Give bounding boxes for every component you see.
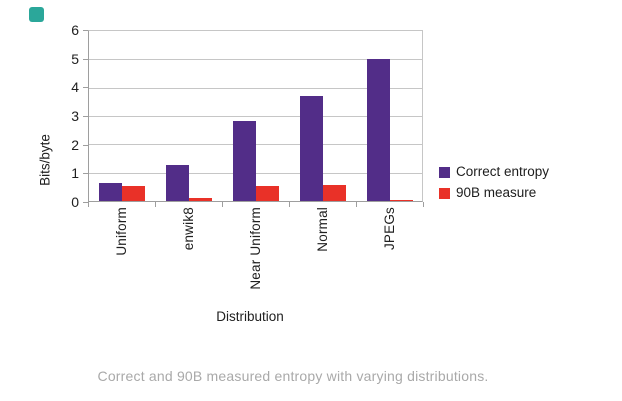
legend-label: Correct entropy (456, 164, 550, 179)
x-axis-category-label: enwik8 (180, 207, 196, 251)
legend-item: 90B measure (439, 185, 549, 201)
x-axis-tick (222, 202, 223, 207)
x-axis-tick (356, 202, 357, 207)
y-axis-tick (83, 30, 88, 31)
y-axis-tick (83, 116, 88, 117)
bar-correct-entropy (166, 165, 189, 201)
bar-correct-entropy (233, 121, 256, 201)
bar-90b-measure (189, 198, 212, 201)
gridline (89, 87, 422, 89)
y-axis-tick-label: 1 (71, 165, 79, 182)
y-axis-tick (83, 58, 88, 60)
figure-caption: Correct and 90B measured entropy with va… (97, 368, 489, 384)
y-axis-tick-label: 4 (71, 79, 79, 96)
x-axis-tick (155, 202, 156, 207)
teal-square-marker (29, 7, 44, 22)
x-axis-title: Distribution (216, 309, 284, 324)
x-axis-tick (423, 202, 424, 207)
x-axis-tick (289, 202, 290, 207)
y-axis-tick (83, 87, 88, 89)
x-axis-tick (88, 202, 89, 207)
plot-area (88, 30, 423, 202)
legend: Correct entropy 90B measure (439, 164, 549, 206)
x-axis-category-label: Near Uniform (247, 207, 263, 290)
x-axis-category-label: Normal (314, 207, 330, 252)
bar-90b-measure (256, 185, 279, 201)
bar-90b-measure (122, 186, 145, 201)
y-axis-tick-label: 0 (71, 194, 79, 210)
legend-swatch (439, 166, 450, 178)
legend-label: 90B measure (456, 185, 537, 200)
bar-90b-measure (390, 199, 413, 201)
bar-correct-entropy (367, 59, 390, 201)
legend-item: Correct entropy (439, 164, 549, 180)
y-axis-tick-label: 6 (71, 22, 79, 38)
legend-swatch (439, 187, 450, 199)
y-axis-tick-label: 5 (71, 50, 79, 67)
bar-correct-entropy (99, 182, 122, 201)
x-axis-category-label: Uniform (113, 207, 129, 256)
y-axis-tick (83, 173, 88, 175)
bar-correct-entropy (300, 96, 323, 201)
y-axis-tick (83, 202, 88, 203)
gridline (89, 116, 422, 117)
gridline (89, 59, 422, 61)
y-axis-tick-label: 2 (71, 136, 79, 153)
y-axis-tick (83, 144, 88, 146)
x-axis-category-label: JPEGs (381, 207, 397, 251)
bar-90b-measure (323, 185, 346, 201)
y-axis-tick-label: 3 (71, 108, 79, 124)
